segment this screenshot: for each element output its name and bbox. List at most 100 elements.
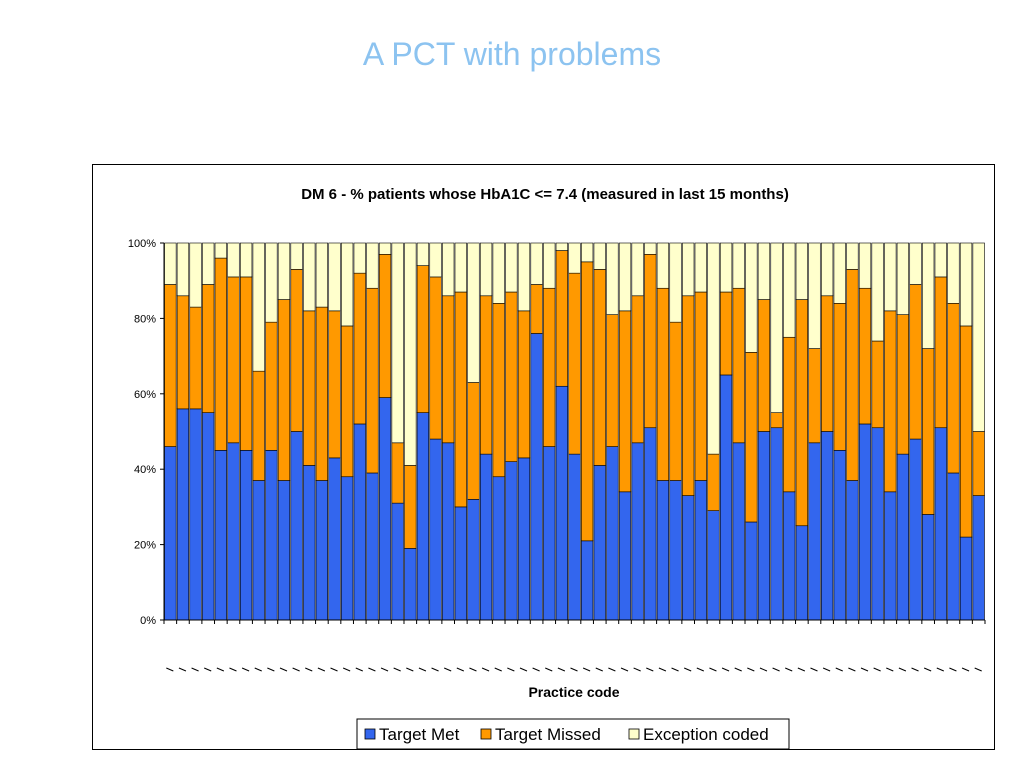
bar-segment-exception-coded	[353, 242, 366, 274]
bar-segment-target-met	[719, 374, 733, 621]
x-category-label-mark	[772, 667, 780, 672]
bar-segment-target-met	[707, 510, 720, 621]
bar-segment-target-met	[821, 431, 834, 621]
bar-segment-target-missed	[429, 276, 442, 440]
x-category-label-mark	[431, 667, 439, 672]
bar-segment-target-missed	[618, 310, 632, 493]
bar-segment-target-met	[189, 408, 202, 621]
bar-segment-target-met	[846, 480, 859, 621]
bar-segment-target-met	[644, 427, 657, 621]
x-category-label-mark	[380, 667, 389, 672]
bar-segment-target-met	[972, 495, 985, 621]
bar-segment-target-missed	[214, 257, 227, 451]
x-category-label-mark	[191, 667, 199, 672]
bar-segment-exception-coded	[479, 242, 493, 297]
x-category-label-mark	[342, 667, 351, 672]
x-category-label-mark	[166, 667, 174, 672]
bar-segment-target-met	[783, 491, 796, 621]
bar-segment-target-missed	[568, 272, 581, 455]
bar-segment-target-met	[833, 450, 846, 621]
legend-swatch	[364, 728, 376, 740]
bar-segment-target-met	[656, 480, 670, 621]
bar-segment-target-met	[303, 465, 316, 621]
bar-segment-target-missed	[959, 325, 973, 538]
bar-segment-exception-coded	[442, 242, 455, 297]
bar-segment-target-met	[416, 412, 430, 621]
bar-segment-target-met	[858, 423, 872, 621]
bar-segment-target-met	[239, 450, 253, 621]
bar-segment-target-missed	[391, 442, 404, 504]
bar-segment-target-missed	[858, 287, 872, 425]
bar-segment-target-met	[492, 476, 505, 621]
bar-segment-target-missed	[277, 299, 291, 481]
bar-segment-target-met	[543, 446, 556, 621]
bar-segment-target-missed	[328, 310, 341, 459]
bar-segment-target-missed	[669, 321, 682, 481]
bar-segment-target-met	[391, 502, 404, 621]
x-category-label-mark	[949, 667, 957, 672]
x-category-label-mark	[898, 667, 907, 672]
bar-segment-target-met	[757, 431, 771, 621]
bar-segment-target-met	[378, 397, 392, 621]
legend-label: Target Met	[379, 725, 460, 744]
bar-segment-target-missed	[517, 310, 531, 459]
bar-segment-exception-coded	[858, 242, 872, 289]
bar-segment-target-missed	[290, 269, 303, 432]
legend-label: Target Missed	[495, 725, 601, 744]
bar-segment-target-met	[606, 446, 619, 621]
y-tick-label: 40%	[134, 464, 156, 476]
bar-segment-target-met	[593, 465, 606, 621]
x-category-label-mark	[229, 667, 237, 672]
legend-swatch	[628, 728, 640, 740]
bar-segment-target-met	[176, 408, 190, 621]
x-category-label-mark	[469, 667, 477, 672]
bar-segment-target-met	[871, 427, 884, 621]
bar-segment-target-missed	[189, 306, 202, 410]
bar-segment-exception-coded	[884, 242, 897, 312]
bar-segment-target-met	[770, 427, 783, 621]
x-category-label-mark	[785, 667, 793, 672]
bar-segment-target-missed	[808, 348, 821, 444]
bar-segment-target-missed	[164, 284, 177, 447]
bar-segment-exception-coded	[682, 242, 695, 297]
bar-segment-exception-coded	[593, 242, 606, 270]
x-category-label-mark	[747, 667, 755, 672]
bar-segment-target-met	[896, 453, 910, 621]
bar-segment-exception-coded	[429, 242, 442, 278]
bar-segment-target-missed	[303, 310, 316, 466]
bar-segment-target-missed	[732, 287, 745, 444]
plot-area: 0% 20% 40% 60% 80% 100%	[128, 238, 986, 672]
y-tick-label: 100%	[128, 238, 156, 250]
legend-swatch	[480, 728, 492, 740]
bar-segment-exception-coded	[732, 242, 745, 289]
bar-segment-exception-coded	[631, 242, 644, 297]
x-category-label-mark	[204, 667, 212, 672]
bar-segment-exception-coded	[757, 242, 771, 300]
bar-segment-target-missed	[378, 254, 392, 398]
x-category-label-mark	[709, 667, 717, 672]
x-category-label-mark	[835, 667, 843, 672]
bar-segment-exception-coded	[833, 242, 846, 304]
x-category-label-mark	[683, 667, 692, 672]
bar-segment-target-met	[227, 442, 240, 621]
bar-segment-target-missed	[707, 453, 720, 511]
bar-segment-target-met	[581, 540, 594, 621]
bar-segment-target-met	[959, 536, 973, 621]
bar-segment-target-met	[694, 480, 707, 621]
bar-segment-exception-coded	[366, 242, 379, 289]
x-category-label-mark	[216, 667, 225, 672]
x-category-label-mark	[368, 667, 376, 672]
bar-segment-target-missed	[492, 303, 505, 478]
bar-segment-target-missed	[341, 325, 354, 478]
bar-segment-exception-coded	[821, 242, 834, 297]
bar-segment-target-missed	[884, 310, 897, 493]
bar-segment-target-met	[353, 423, 366, 621]
bar-segment-target-missed	[252, 370, 265, 481]
x-category-label-mark	[734, 667, 742, 672]
bar-segment-exception-coded	[555, 242, 568, 251]
bar-segment-target-met	[517, 457, 531, 621]
bar-segment-target-met	[429, 438, 442, 621]
bar-segment-target-missed	[833, 303, 846, 451]
x-category-label-mark	[696, 667, 705, 672]
x-category-label-mark	[393, 667, 401, 672]
